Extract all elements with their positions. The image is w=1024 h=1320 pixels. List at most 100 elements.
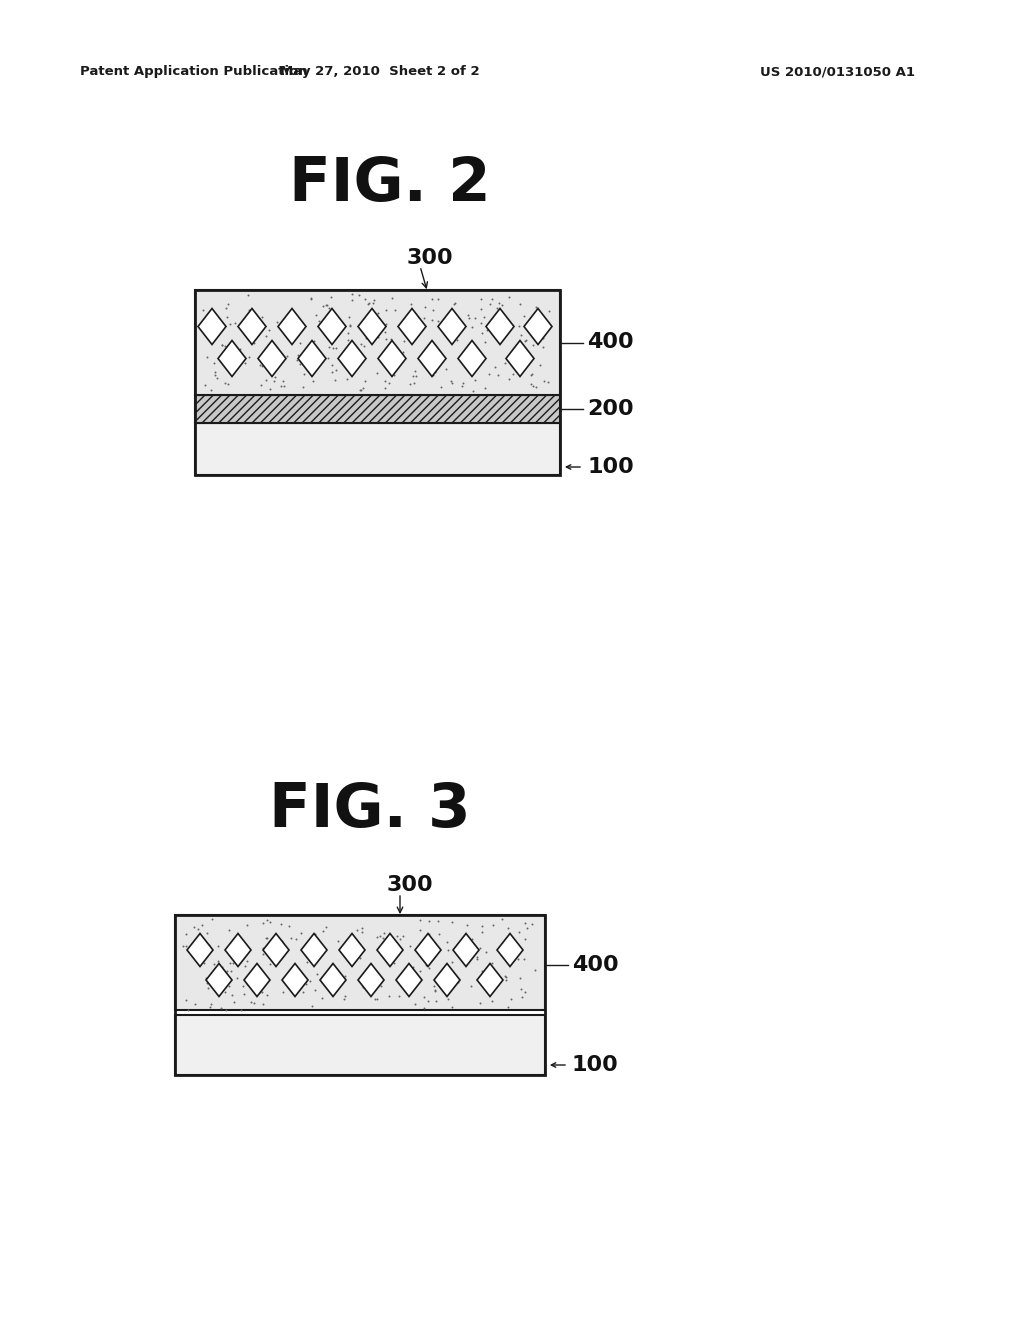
Point [490, 293, 507, 314]
Point [283, 974, 299, 995]
Point [283, 928, 299, 949]
Point [344, 284, 360, 305]
Point [213, 335, 229, 356]
Point [438, 359, 455, 380]
Point [265, 941, 282, 962]
Point [387, 300, 403, 321]
Point [498, 928, 514, 949]
Point [466, 370, 482, 391]
Point [219, 960, 236, 981]
Point [440, 989, 457, 1010]
Point [328, 359, 344, 380]
Point [348, 920, 365, 941]
Point [262, 911, 279, 932]
Point [341, 314, 357, 335]
Point [295, 981, 311, 1002]
Point [217, 335, 233, 356]
Point [236, 983, 252, 1005]
Point [517, 331, 534, 352]
Point [352, 333, 369, 354]
Point [302, 289, 318, 310]
Point [442, 371, 459, 392]
Point [259, 909, 275, 931]
Bar [195, 395, 560, 422]
Point [345, 929, 361, 950]
Bar [175, 915, 545, 1074]
Point [524, 334, 541, 355]
Point [255, 912, 271, 933]
Point [501, 368, 517, 389]
Point [463, 975, 479, 997]
Point [454, 375, 470, 396]
Point [221, 953, 238, 974]
Point [378, 300, 394, 321]
Point [404, 366, 421, 387]
Point [483, 990, 500, 1011]
Point [224, 953, 241, 974]
Point [178, 936, 195, 957]
Point [198, 968, 214, 989]
Point [369, 989, 385, 1010]
Point [313, 987, 330, 1008]
Point [220, 975, 237, 997]
Point [275, 348, 292, 370]
Point [517, 928, 534, 949]
Point [257, 928, 273, 949]
Text: 400: 400 [587, 333, 634, 352]
Bar [175, 915, 545, 1010]
Point [252, 355, 268, 376]
Point [275, 370, 292, 391]
Point [356, 370, 373, 391]
Point [474, 961, 490, 982]
Point [365, 292, 381, 313]
Polygon shape [263, 933, 289, 966]
Point [305, 330, 322, 351]
Point [243, 991, 259, 1012]
Point [401, 374, 418, 395]
Point [221, 920, 238, 941]
Point [381, 986, 397, 1007]
Polygon shape [524, 309, 552, 345]
Point [253, 375, 269, 396]
Point [304, 370, 321, 391]
Point [226, 942, 243, 964]
Point [313, 972, 330, 993]
Point [210, 950, 226, 972]
Point [377, 321, 393, 342]
Point [318, 294, 335, 315]
Polygon shape [398, 309, 426, 345]
Point [307, 979, 324, 1001]
Point [291, 315, 307, 337]
Point [513, 978, 529, 999]
Point [252, 981, 268, 1002]
Point [213, 998, 229, 1019]
Point [196, 298, 212, 319]
Polygon shape [486, 309, 514, 345]
Point [512, 333, 528, 354]
Point [242, 329, 258, 350]
Point [380, 952, 396, 973]
Point [375, 944, 391, 965]
Point [242, 346, 258, 367]
Point [457, 356, 473, 378]
Polygon shape [497, 933, 523, 966]
Point [293, 921, 309, 942]
Point [512, 339, 528, 360]
Point [474, 915, 490, 936]
Point [344, 359, 360, 380]
Point [407, 360, 423, 381]
Point [384, 288, 400, 309]
Point [178, 924, 195, 945]
Point [445, 318, 462, 339]
Point [443, 372, 460, 393]
Point [531, 354, 548, 375]
Point [223, 985, 240, 1006]
Point [217, 981, 233, 1002]
Point [477, 378, 494, 399]
Point [187, 993, 204, 1014]
Point [477, 331, 494, 352]
Point [520, 345, 537, 366]
Point [240, 284, 256, 305]
Point [213, 956, 229, 977]
Point [463, 338, 479, 359]
